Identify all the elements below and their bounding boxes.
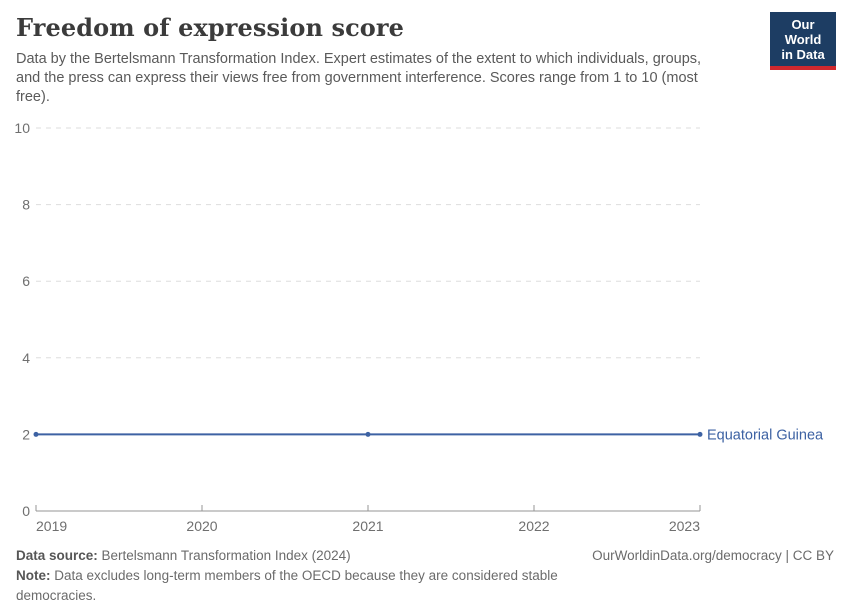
series-label: Equatorial Guinea <box>707 427 824 443</box>
chart-header: Freedom of expression score Data by the … <box>16 14 736 107</box>
chart-footer: Data source: Bertelsmann Transformation … <box>16 546 834 600</box>
note-text: Data excludes long-term members of the O… <box>16 568 558 600</box>
owid-logo: Our World in Data <box>770 12 836 70</box>
x-tick-label: 2021 <box>352 518 383 534</box>
owid-link[interactable]: OurWorldinData.org/democracy | CC BY <box>592 548 834 563</box>
chart-subtitle: Data by the Bertelsmann Transformation I… <box>16 50 702 105</box>
x-tick-label: 2022 <box>518 518 549 534</box>
data-source-label: Data source: <box>16 548 98 563</box>
y-tick-label: 2 <box>22 426 30 442</box>
owid-logo-line2: in Data <box>781 47 825 62</box>
y-tick-label: 6 <box>22 273 30 289</box>
y-tick-label: 0 <box>22 503 30 519</box>
data-point <box>33 431 39 437</box>
note-label: Note: <box>16 568 51 583</box>
data-point <box>365 431 371 437</box>
data-source-text: Bertelsmann Transformation Index (2024) <box>97 548 351 563</box>
x-tick-label: 2023 <box>669 518 700 534</box>
x-tick-label: 2019 <box>36 518 67 534</box>
data-point <box>697 431 703 437</box>
y-tick-label: 10 <box>14 120 30 136</box>
chart-title: Freedom of expression score <box>16 13 405 42</box>
footer-left: Data source: Bertelsmann Transformation … <box>16 546 592 600</box>
data-source-line: Data source: Bertelsmann Transformation … <box>16 546 592 566</box>
y-tick-label: 4 <box>22 350 30 366</box>
owid-logo-line1: Our World <box>784 17 822 47</box>
note-line: Note: Data excludes long-term members of… <box>16 566 592 600</box>
y-tick-label: 8 <box>22 197 30 213</box>
x-tick-label: 2020 <box>186 518 217 534</box>
